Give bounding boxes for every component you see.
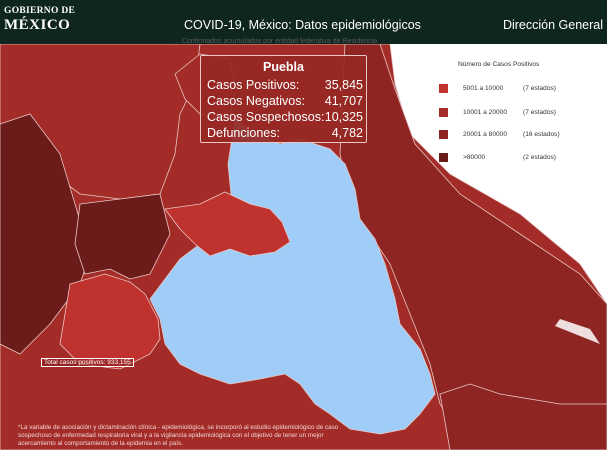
legend-swatch (439, 108, 448, 117)
tooltip-label: Casos Sospechosos: (207, 110, 325, 124)
gulf-shape (555, 319, 600, 344)
state-region-red-lower-left[interactable] (59, 273, 161, 370)
state-region-dark-center[interactable] (74, 193, 171, 280)
map-subtitle: ... Confirmados acumulados por entidad f… (174, 38, 378, 45)
legend-range: 5001 a 10000 (463, 85, 504, 92)
legend-range: 20001 a 80000 (463, 131, 508, 138)
tooltip-label: Defunciones: (207, 126, 280, 140)
legend-range: >80000 (463, 154, 486, 161)
legend-swatch (439, 130, 448, 139)
tooltip-label: Casos Positivos: (207, 78, 300, 92)
gobierno-de-mexico-logo[interactable]: GOBIERNO DE MÉXICO (4, 6, 76, 33)
logo-line-2: MÉXICO (4, 16, 71, 33)
footnote: *La variable de asociación y dictaminaci… (18, 424, 339, 447)
tooltip-value: 35,845 (324, 78, 363, 92)
state-region-red-center[interactable] (164, 191, 291, 257)
logo-line-1: GOBIERNO DE (4, 6, 76, 16)
legend-item[interactable]: 5001 a 10000 (7 estados) (438, 84, 602, 96)
legend-count: (16 estados) (523, 131, 560, 138)
tooltip-value: 10,325 (324, 110, 363, 124)
tooltip-value: 4,782 (331, 126, 363, 140)
legend-count: (2 estados) (523, 154, 556, 161)
legend-item[interactable]: 10001 a 20000 (7 estados) (438, 108, 602, 120)
legend-item[interactable]: >80000 (2 estados) (438, 153, 602, 165)
state-tooltip: Puebla Casos Positivos: 35,845 Casos Neg… (200, 55, 367, 143)
tooltip-state-name: Puebla (263, 60, 304, 74)
legend-count: (7 estados) (523, 109, 556, 116)
tooltip-value: 41,707 (324, 94, 363, 108)
legend-swatch (439, 84, 448, 93)
state-selected-puebla[interactable] (149, 118, 436, 435)
app-header: GOBIERNO DE MÉXICO COVID-19, México: Dat… (0, 0, 607, 44)
legend-range: 10001 a 20000 (463, 109, 508, 116)
state-region-lower-right[interactable] (439, 383, 607, 450)
legend-item[interactable]: 20001 a 80000 (16 estados) (438, 130, 602, 142)
legend-title: Número de Casos Positivos (458, 61, 540, 68)
legend-count: (7 estados) (523, 85, 556, 92)
tooltip-label: Casos Negativos: (207, 94, 305, 108)
legend-swatch (439, 153, 448, 162)
total-cases-label: Total casos positivos: 933,155 (41, 358, 134, 367)
page-title: COVID-19, México: Datos epidemiológicos (184, 18, 421, 32)
department-link[interactable]: Dirección General (502, 18, 603, 32)
